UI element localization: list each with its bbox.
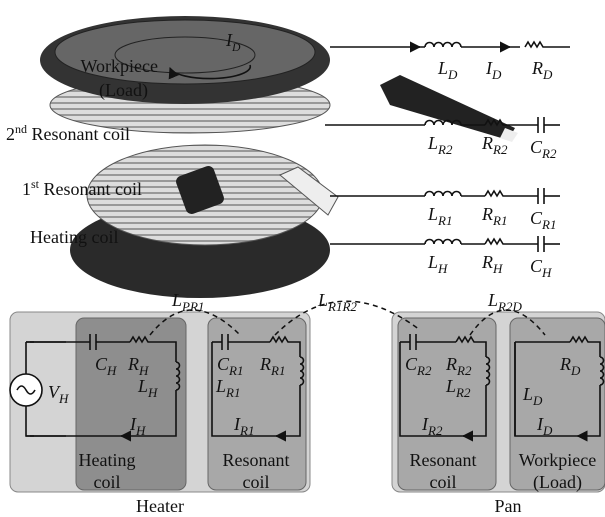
symbol: LH (427, 252, 448, 276)
loop-label: Resonant (223, 450, 290, 470)
symbol-subscript: H (437, 261, 448, 276)
label-number: 1 (22, 179, 31, 199)
symbol-subscript: R2 (492, 142, 508, 157)
wire (538, 236, 544, 252)
label-text: Resonant coil (27, 124, 130, 144)
label: 1st Resonant coil (22, 177, 142, 199)
loop-label: (Load) (533, 472, 582, 493)
wire (425, 192, 461, 197)
symbol: RR1 (481, 204, 507, 228)
loop-label: Workpiece (519, 450, 597, 470)
symbol-subscript: R2 (437, 142, 453, 157)
symbol-letter: L (437, 58, 448, 78)
label: Heating coil (30, 227, 118, 247)
symbol-letter: L (522, 384, 533, 404)
symbol-letter: R (481, 204, 493, 224)
symbol-letter: L (215, 376, 226, 396)
symbol: RH (481, 252, 503, 276)
symbol-letter: L (427, 133, 438, 153)
symbol-subscript: R1 (492, 213, 507, 228)
label: Workpiece (80, 56, 158, 76)
label: (Load) (99, 80, 148, 101)
symbol-subscript: H (135, 423, 146, 438)
symbol-letter: L (427, 204, 438, 224)
symbol-letter: L (427, 252, 438, 272)
symbol-letter: L (487, 290, 498, 310)
symbol-subscript: R2 (455, 385, 471, 400)
symbol-subscript: R2 (416, 363, 432, 378)
symbol-subscript: PR1 (181, 299, 204, 314)
symbol-letter: R (481, 133, 493, 153)
wire (485, 239, 506, 244)
symbol-letter: L (137, 376, 148, 396)
loop-label: coil (243, 472, 270, 492)
symbol-letter: R (481, 252, 493, 272)
symbol-subscript: D (491, 67, 502, 82)
symbol: CR1 (530, 208, 556, 232)
symbol-subscript: R1 (239, 423, 254, 438)
symbol-subscript: D (231, 41, 241, 54)
symbol-subscript: R2 (541, 146, 557, 161)
wire (425, 240, 461, 245)
symbol-subscript: H (541, 265, 552, 280)
label-superscript: nd (15, 122, 27, 136)
symbol-letter: R (559, 354, 571, 374)
symbol-subscript: D (570, 363, 581, 378)
symbol: LR1R2 (317, 290, 357, 314)
symbol-letter: L (317, 290, 328, 310)
symbol-subscript: H (492, 261, 503, 276)
wire (525, 42, 546, 47)
symbol-subscript: R1 (228, 363, 243, 378)
symbol-letter: L (445, 376, 456, 396)
symbol-subscript: D (532, 393, 543, 408)
wire (538, 117, 544, 133)
wire (485, 191, 506, 196)
symbol-letter: R (531, 58, 543, 78)
symbol-subscript: H (106, 363, 117, 378)
symbol-subscript: R2 (427, 423, 443, 438)
loop-label: Resonant (410, 450, 477, 470)
symbol-subscript: R2D (497, 299, 522, 314)
symbol: LR1 (427, 204, 452, 228)
symbol-subscript: H (147, 385, 158, 400)
diagram: Workpiece(Load)ID2nd Resonant coil1st Re… (0, 0, 605, 517)
symbol-subscript: D (542, 67, 553, 82)
symbol: LR2D (487, 290, 522, 314)
loop-label: coil (94, 472, 121, 492)
symbol-subscript: D (447, 67, 458, 82)
symbol: CH (530, 256, 552, 280)
symbol-subscript: H (58, 391, 69, 406)
wire (425, 43, 461, 48)
symbol-subscript: D (542, 423, 553, 438)
symbol: RD (531, 58, 553, 82)
wire (538, 188, 544, 204)
symbol: LR2 (427, 133, 453, 157)
symbol: ID (485, 58, 502, 82)
symbol-subscript: R1 (541, 217, 556, 232)
symbol: CR2 (530, 137, 557, 161)
symbol-letter: R (127, 354, 139, 374)
loop-label: Heating (79, 450, 136, 470)
symbol-subscript: R2 (456, 363, 472, 378)
loop-label: coil (430, 472, 457, 492)
label-number: 2 (6, 124, 15, 144)
symbol-subscript: R1 (270, 363, 285, 378)
group-label: Pan (495, 496, 522, 516)
symbol-subscript: R1R2 (327, 299, 357, 314)
symbol-subscript: R1 (225, 385, 240, 400)
symbol-letter: R (259, 354, 271, 374)
group-label: Heater (136, 496, 184, 516)
symbol-letter: R (445, 354, 457, 374)
symbol-letter: L (171, 290, 182, 310)
label-text: Resonant coil (39, 179, 142, 199)
symbol: LD (437, 58, 458, 82)
symbol-subscript: R1 (437, 213, 452, 228)
pan-handle (380, 75, 515, 140)
label: 2nd Resonant coil (6, 122, 130, 144)
